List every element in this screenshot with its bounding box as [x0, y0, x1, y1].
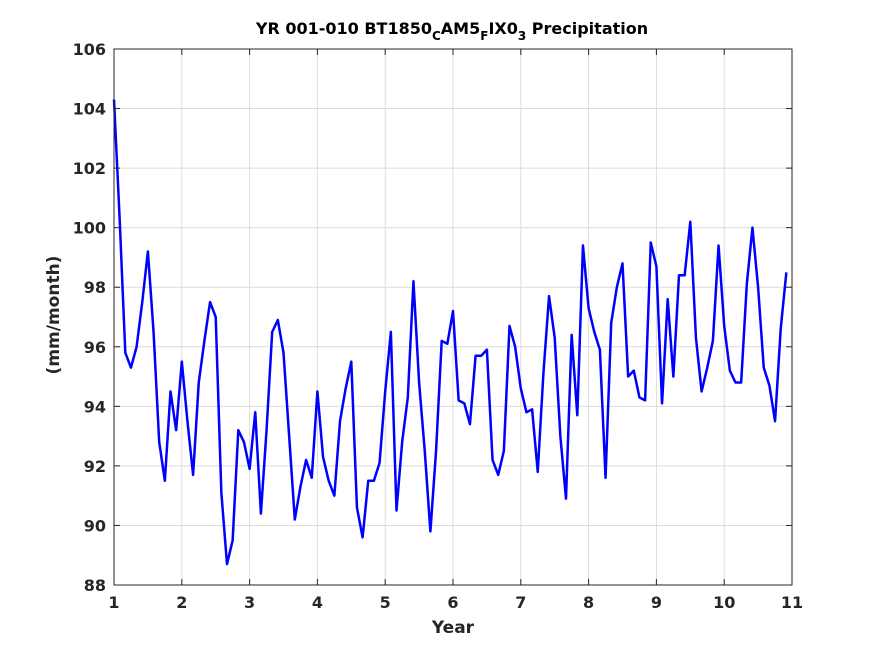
- title-part: Precipitation: [526, 19, 648, 38]
- y-tick-label: 88: [84, 576, 106, 595]
- y-tick-label: 92: [84, 457, 106, 476]
- title-subscript: C: [432, 29, 441, 43]
- tick-marks: [113, 48, 793, 586]
- precipitation-series-line: [112, 99, 788, 566]
- y-tick-label: 96: [84, 338, 106, 357]
- y-tick-label: 102: [73, 159, 106, 178]
- title-subscript: F: [480, 29, 488, 43]
- y-tick-label: 104: [73, 100, 106, 119]
- series-group: [112, 99, 788, 566]
- y-tick-label: 90: [84, 516, 106, 535]
- x-tick-label: 9: [651, 593, 662, 612]
- x-tick-label: 6: [447, 593, 458, 612]
- y-tick-labels: 88 90 92 94 96 98 100 102 104 106: [73, 40, 106, 595]
- y-tick-label: 98: [84, 278, 106, 297]
- title-part: IX0: [488, 19, 517, 38]
- x-tick-label: 11: [781, 593, 803, 612]
- title-subscript: 3: [518, 29, 526, 43]
- x-tick-label: 5: [380, 593, 391, 612]
- x-tick-label: 1: [108, 593, 119, 612]
- y-tick-label: 100: [73, 219, 106, 238]
- title-part: YR 001-010 BT1850: [255, 19, 432, 38]
- x-tick-label: 10: [713, 593, 735, 612]
- x-tick-label: 8: [583, 593, 594, 612]
- y-tick-label: 106: [73, 40, 106, 59]
- x-axis-label: Year: [431, 618, 475, 638]
- y-axis-label: (mm/month): [44, 256, 64, 375]
- x-tick-label: 2: [176, 593, 187, 612]
- x-tick-label: 4: [312, 593, 323, 612]
- title-part: AM5: [441, 19, 480, 38]
- x-tick-label: 7: [515, 593, 526, 612]
- y-tick-label: 94: [84, 397, 106, 416]
- chart-title: YR 001-010 BT1850CAM5FIX03 Precipitation: [255, 19, 648, 43]
- x-tick-labels: 1 2 3 4 5 6 7 8 9 10 11: [108, 593, 803, 612]
- x-tick-label: 3: [244, 593, 255, 612]
